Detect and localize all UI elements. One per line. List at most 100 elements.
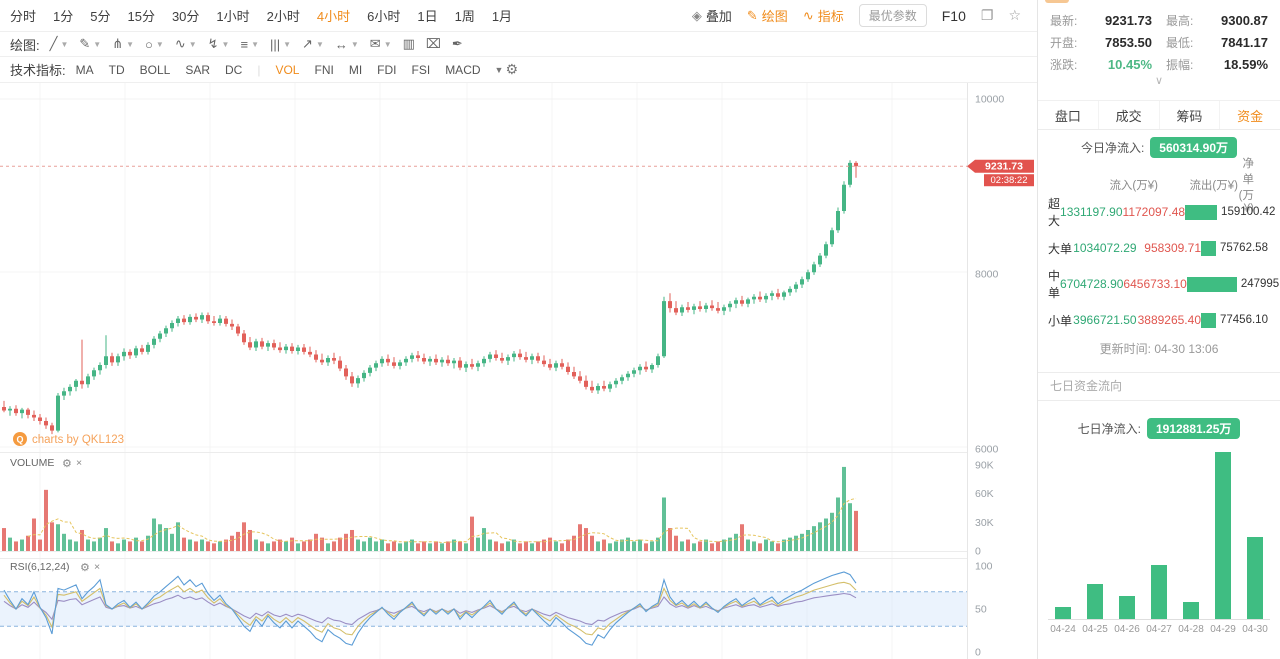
tab-资金[interactable]: 资金 [1219, 101, 1280, 129]
delete-icon[interactable]: ⌧ [425, 36, 441, 51]
wave-icon[interactable]: ∿ ▼ [174, 36, 197, 51]
seven-day-net-badge: 1912881.25万 [1146, 417, 1241, 439]
quote-row: 开盘: 7853.50 最低: 7841.17 [1050, 34, 1268, 50]
fund-flow-rows: 超大 1331197.90 1172097.48 159100.42 大单 1034072… [1048, 194, 1280, 338]
indicator-fdi[interactable]: FDI [377, 62, 397, 77]
seven-day-bar-04-28[interactable] [1176, 602, 1206, 619]
seven-day-section-title: 七日资金流向 [1038, 373, 1280, 401]
timeframe-5分[interactable]: 5分 [90, 9, 111, 24]
indicator-td[interactable]: TD [108, 62, 125, 77]
tab-盘口[interactable]: 盘口 [1054, 108, 1081, 124]
indicator-sar[interactable]: SAR [185, 62, 210, 77]
sidebar: 最新: 9231.73 最高: 9300.87 开盘: 7853.50 最低: 7841.17… [1037, 0, 1280, 659]
seven-day-bar-label: 04-30 [1242, 624, 1268, 635]
seven-day-bar-04-27[interactable] [1144, 565, 1174, 619]
indicator-vol[interactable]: VOL [275, 62, 300, 77]
timeframe-4小时[interactable]: 4小时 [316, 9, 351, 24]
timeframe-1月[interactable]: 1月 [491, 9, 513, 24]
pencil-icon: ✎ [746, 7, 758, 23]
qkl123-logo-icon [13, 432, 27, 446]
rsi-close-icon[interactable]: × [94, 561, 100, 573]
brush-icon[interactable]: ✒ [451, 36, 463, 51]
svg-text:charts by QKL123: charts by QKL123 [32, 434, 124, 446]
seven-day-bar-label: 04-24 [1050, 624, 1076, 635]
y-axis-labels: 10000 8000 6000 90K 60K 30K 0 100 50 0 [975, 94, 1004, 659]
pencil-icon[interactable]: ✎ ▼ [79, 36, 102, 51]
favorite-star-icon[interactable]: ☆ [1008, 7, 1021, 23]
arrow-icon[interactable]: ↗ ▼ [302, 36, 324, 51]
timeframe-2小时[interactable]: 2小时 [266, 9, 300, 24]
timeframe-15分[interactable]: 15分 [127, 9, 155, 24]
indicator-boll[interactable]: BOLL [139, 62, 171, 77]
seven-day-bar-04-30[interactable] [1240, 537, 1270, 619]
sidebar-tabs: 盘口 成交 筹码 资金 [1038, 100, 1280, 130]
seven-day-bar-chart[interactable]: 04-24 04-25 04-26 04-27 04-28 04-29 04-30 [1048, 451, 1270, 635]
rsi-band [0, 591, 967, 627]
indicator-fni[interactable]: FNI [314, 62, 334, 77]
indicator-mi[interactable]: MI [348, 62, 363, 77]
price-tag: 9231.73 02:38:22 [967, 159, 1034, 187]
pitchfork-icon[interactable]: ⋔ ▼ [112, 36, 135, 51]
volume-settings-gear-icon[interactable]: ⚙ [62, 458, 72, 470]
position-chart-icon[interactable]: ▥ [402, 36, 415, 51]
seven-day-bar-04-24[interactable] [1048, 607, 1078, 619]
outflow-header: 流出(万¥) [1189, 180, 1238, 192]
f10-button[interactable]: F10 [941, 7, 966, 24]
fullscreen-icon[interactable]: ❐ [980, 7, 994, 23]
overlay-button[interactable]: ◈ 叠加 [692, 6, 732, 25]
indicator-button[interactable]: ∿ 指标 [803, 6, 844, 25]
svg-text:90K: 90K [975, 460, 994, 472]
seven-day-bar-04-29[interactable] [1208, 452, 1238, 619]
draw-button[interactable]: ✎ 绘图 [747, 6, 788, 25]
svg-text:Q: Q [16, 435, 23, 445]
seven-day-bar-04-25[interactable] [1080, 584, 1110, 619]
indicator-settings-gear-icon[interactable]: ⚙ [505, 61, 519, 77]
vertical-lines-icon[interactable]: ||| ▼ [269, 36, 292, 52]
fib-lines-icon[interactable]: ≡ ▼ [240, 36, 259, 52]
timeframe-1日[interactable]: 1日 [417, 9, 438, 24]
trend-line-icon[interactable]: ╱ ▼ [49, 36, 69, 51]
timeframe-1分[interactable]: 1分 [53, 9, 74, 24]
seven-day-bar-04-26[interactable] [1112, 596, 1142, 619]
seven-day-net-row: 七日净流入: 1912881.25万 [1038, 417, 1280, 439]
update-time: 更新时间: 04-30 13:06 [1099, 342, 1219, 356]
svg-text:0: 0 [975, 546, 981, 558]
timeframe-1小时[interactable]: 1小时 [216, 9, 250, 24]
volume-layer [2, 466, 858, 551]
measure-icon[interactable]: ↔ ▼ [334, 36, 359, 52]
rsi-pane-label: RSI(6,12,24) [10, 561, 70, 573]
volume-close-icon[interactable]: × [76, 457, 82, 469]
main-chart-svg[interactable]: 9231.7302:38:22100008000600090K60K30K010… [0, 83, 1037, 659]
chart-panel: 分时 1分 5分 15分 30分 1小时 2小时 4小时 6小时 1日 1周 1月 ◈ 叠加 ✎ 绘图… [0, 4, 1037, 659]
timeframe-6小时[interactable]: 6小时 [367, 9, 401, 24]
svg-text:9231.73: 9231.73 [985, 161, 1023, 173]
indicator-ma[interactable]: MA [75, 62, 94, 77]
indicator-dc[interactable]: DC [225, 62, 243, 77]
drawing-row-label: 绘图: [10, 37, 40, 53]
timeframe-30分[interactable]: 30分 [171, 9, 200, 24]
annotation-icon[interactable]: ✉ ▼ [369, 36, 392, 51]
indicator-fsi[interactable]: FSI [411, 62, 431, 77]
tab-成交[interactable]: 成交 [1097, 101, 1159, 129]
quote-summary: 最新: 9231.73 最高: 9300.87 开盘: 7853.50 最低: 7841.17… [1038, 0, 1280, 75]
fund-flow-row-小单: 小单 3966721.50 3889265.40 77456.10 [1048, 312, 1268, 328]
timeframe-分时[interactable]: 分时 [10, 9, 37, 24]
indicator-separator: | [257, 62, 261, 77]
volume-pane-label: VOLUME [10, 457, 54, 469]
main-chart-area[interactable]: 9231.73 02:38:22 10000 8000 6000 90K 60K 30K 0 10… [0, 83, 1037, 659]
indicator-dropdown-caret[interactable]: ▼ [494, 64, 504, 75]
rsi-settings-gear-icon[interactable]: ⚙ [80, 562, 90, 574]
collapse-chevron-icon[interactable]: ∨ [1154, 75, 1164, 87]
quote-row: 涨跌: 10.45% 振幅: 18.59% [1050, 56, 1268, 72]
svg-text:30K: 30K [975, 517, 994, 529]
timeframe-1周[interactable]: 1周 [454, 9, 475, 24]
tab-筹码[interactable]: 筹码 [1158, 101, 1220, 129]
svg-text:50: 50 [975, 604, 987, 616]
best-params-button[interactable]: 最优参数 [858, 4, 927, 27]
svg-text:8000: 8000 [975, 269, 999, 281]
indicator-macd[interactable]: MACD [445, 62, 481, 77]
seven-day-bar-labels: 04-24 04-25 04-26 04-27 04-28 04-29 04-30 [1048, 624, 1270, 635]
ellipse-icon[interactable]: ○ ▼ [145, 36, 164, 52]
line-chart-icon: ∿ [802, 7, 814, 23]
pattern-icon[interactable]: ↯ ▼ [207, 36, 230, 51]
